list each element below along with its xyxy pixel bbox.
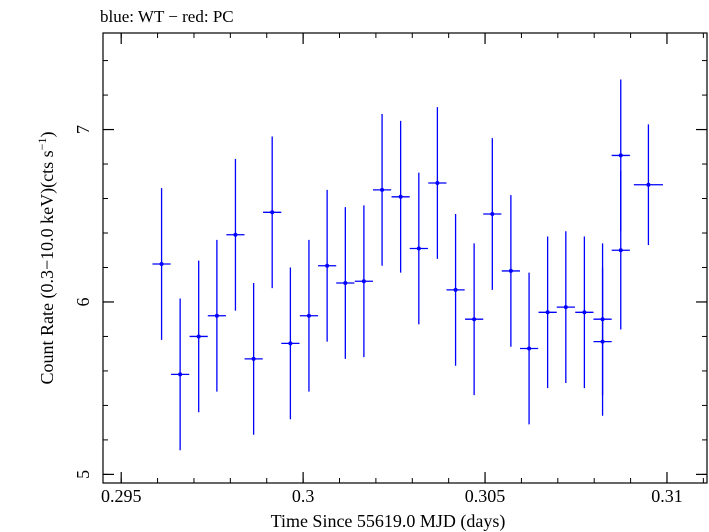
y-tick-label: 7 [73, 125, 93, 134]
x-tick-label: 0.31 [651, 486, 683, 506]
point-marker [288, 341, 293, 346]
point-marker [270, 210, 275, 215]
point-marker [325, 263, 330, 268]
data-point [318, 189, 337, 342]
data-point [633, 124, 663, 246]
data-point [171, 298, 190, 451]
data-point [483, 138, 502, 290]
point-marker [527, 346, 532, 351]
point-marker [563, 305, 568, 310]
point-marker [178, 372, 183, 377]
point-marker [618, 248, 623, 253]
data-point [538, 236, 557, 389]
data-point [354, 205, 373, 358]
data-point [409, 172, 428, 325]
data-point [391, 120, 410, 273]
data-point [428, 107, 447, 259]
plot-frame [102, 32, 708, 484]
point-marker [416, 246, 421, 251]
data-point [336, 207, 355, 359]
data-point [465, 243, 484, 396]
data-point [226, 158, 245, 311]
data-point [263, 136, 282, 289]
data-point [611, 170, 630, 330]
data-point [372, 114, 392, 266]
point-marker [361, 279, 366, 284]
x-axis-label: Time Since 55619.0 MJD (days) [271, 511, 506, 532]
data-point [556, 231, 575, 383]
axis-ticks [103, 33, 707, 483]
point-marker [453, 287, 458, 292]
point-marker [435, 181, 440, 185]
data-point [519, 272, 539, 425]
data-point [244, 283, 263, 435]
data-point [207, 239, 226, 392]
point-marker [380, 187, 385, 192]
data-points [152, 79, 663, 451]
x-tick-label: 0.305 [465, 486, 506, 506]
data-point [501, 195, 520, 347]
x-tick-label: 0.295 [101, 486, 142, 506]
y-axis-label: Count Rate (0.3−10.0 keV)(cts s−1) [35, 132, 58, 385]
point-marker [490, 212, 495, 217]
point-marker [618, 153, 623, 158]
point-marker [306, 313, 311, 318]
data-point [152, 188, 171, 340]
x-tick-label: 0.3 [292, 486, 315, 506]
y-tick-label: 5 [73, 470, 93, 479]
point-marker [251, 356, 256, 361]
data-point [446, 214, 465, 366]
data-point [299, 239, 319, 392]
data-point [575, 236, 594, 389]
axis-tick-labels: 0.295 0.3 0.305 0.31 5 6 7 [73, 125, 683, 506]
point-marker [159, 262, 164, 267]
data-point [189, 260, 208, 413]
point-marker [214, 313, 219, 318]
point-marker [545, 310, 550, 315]
point-marker [398, 194, 403, 199]
point-marker [646, 182, 651, 187]
point-marker [233, 232, 238, 237]
point-marker [472, 317, 477, 322]
point-marker [600, 339, 605, 344]
point-marker [508, 268, 513, 273]
point-marker [582, 310, 587, 315]
data-point [593, 267, 612, 416]
point-marker [196, 334, 201, 339]
point-marker [343, 281, 348, 285]
chart-title: blue: WT − red: PC [100, 7, 234, 26]
y-tick-label: 6 [73, 297, 93, 306]
data-point [281, 267, 300, 420]
